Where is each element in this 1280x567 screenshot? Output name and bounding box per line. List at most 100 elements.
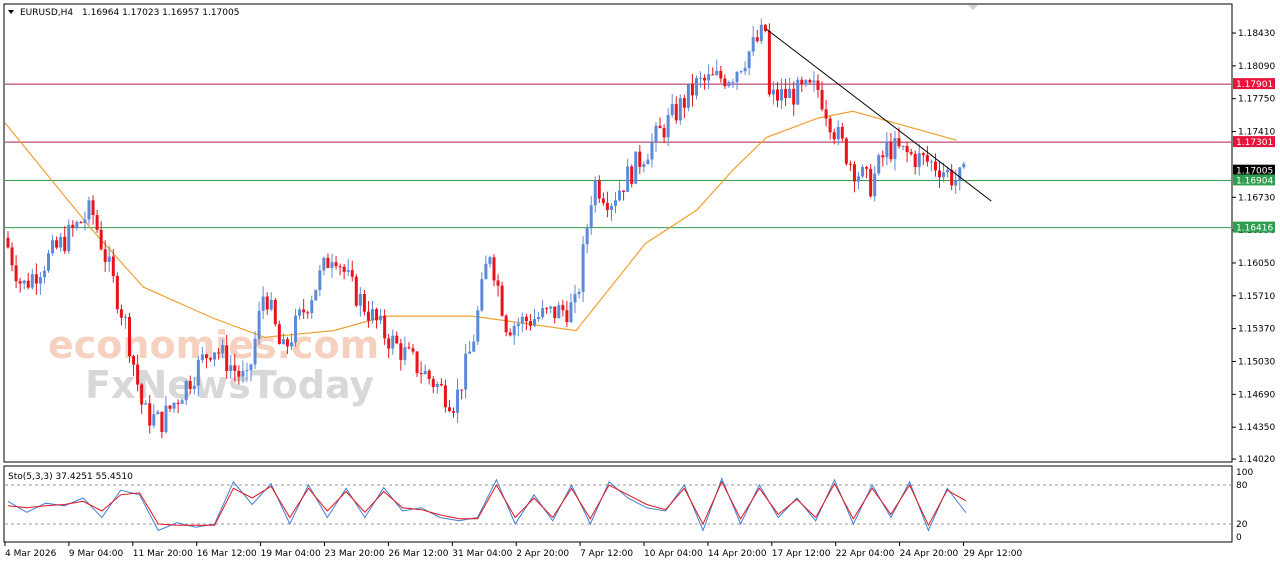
candle-body [921, 153, 925, 156]
candle-body [91, 200, 95, 216]
candle-body [618, 190, 622, 201]
candle-body [184, 381, 188, 401]
level-label: 1.16416 [1236, 224, 1273, 234]
candle-body [375, 309, 379, 321]
candle-body [253, 338, 257, 365]
candle-body [731, 82, 735, 84]
level-label-box [1233, 136, 1275, 148]
candle-body [443, 385, 447, 408]
candle-body [735, 72, 739, 83]
stoch-series-main [7, 477, 967, 532]
trendline[interactable] [766, 28, 992, 202]
candle-body [873, 173, 877, 197]
candle-body [423, 370, 427, 375]
candle-body [865, 166, 869, 169]
candle-body [30, 274, 34, 288]
candle-body [387, 338, 391, 349]
candle-body [38, 277, 42, 284]
candle-body [917, 153, 921, 168]
x-tick-label: 11 Mar 20:00 [133, 549, 193, 559]
candle-body [763, 24, 767, 31]
candle-body [407, 347, 411, 349]
candle-body [334, 262, 338, 267]
candle-body [366, 311, 370, 321]
candle-body [79, 222, 83, 224]
candle-body [285, 339, 289, 347]
candle-body [362, 293, 366, 312]
stoch-tick-label: 100 [1236, 468, 1253, 478]
candle-body [188, 381, 192, 389]
scroll-marker-icon [968, 5, 978, 10]
stochastic: 100 80 20 0 [5, 468, 1253, 543]
level-label-box [1233, 174, 1275, 186]
price-pane-frame [3, 3, 1233, 463]
candle-body [488, 257, 492, 264]
candle-body [905, 145, 909, 153]
candle-body [950, 169, 954, 186]
candle-body [516, 323, 520, 327]
candle-body [913, 153, 917, 168]
candle-body [666, 115, 670, 138]
candle-body [727, 82, 731, 86]
y-tick-label: 1.18090 [1238, 62, 1275, 72]
candle-body [942, 172, 946, 178]
candle-body [383, 315, 387, 339]
candle-body [958, 167, 962, 181]
x-tick-label: 26 Mar 12:00 [388, 549, 448, 559]
chevron-down-icon[interactable] [8, 10, 14, 14]
x-tick-label: 17 Apr 12:00 [772, 549, 831, 559]
candle-body [755, 37, 759, 42]
y-tick-label: 1.17410 [1238, 128, 1275, 138]
candle-body [674, 104, 678, 121]
candle-body [480, 279, 484, 311]
candle-body [103, 249, 107, 262]
candle-body [861, 166, 865, 177]
stoch-tick-label: 80 [1236, 481, 1248, 491]
candle-body [609, 205, 613, 210]
candle-body [75, 222, 79, 228]
candle-body [820, 89, 824, 110]
candle-body [302, 309, 306, 313]
candle-body [630, 166, 634, 184]
y-tick-label: 1.15030 [1238, 357, 1275, 367]
candle-body [152, 414, 156, 426]
price-axis: 1.184301.180901.177501.174101.167301.163… [1232, 29, 1275, 465]
candle-body [670, 104, 674, 116]
y-tick-label: 1.15710 [1238, 292, 1275, 302]
candle-body [435, 383, 439, 388]
y-tick-label: 1.18430 [1238, 29, 1275, 39]
level-label-box [1233, 78, 1275, 90]
candle-body [954, 180, 958, 186]
candle-body [784, 89, 788, 98]
y-tick-label: 1.15370 [1238, 325, 1275, 335]
ma-line [4, 110, 957, 338]
candle-body [34, 274, 38, 284]
y-tick-label: 1.14020 [1238, 455, 1275, 465]
candle-body [107, 256, 111, 262]
x-tick-label: 16 Mar 12:00 [197, 549, 257, 559]
candle-body [42, 270, 46, 278]
candle-body [504, 315, 508, 333]
candle-body [654, 125, 658, 142]
candle-body [528, 321, 532, 326]
x-tick-label: 31 Mar 04:00 [452, 549, 512, 559]
candle-body [869, 168, 873, 197]
candle-body [723, 78, 727, 86]
candle-body [812, 80, 816, 83]
candle-body [541, 308, 545, 317]
candle-body [759, 24, 763, 42]
candle-body [326, 257, 330, 268]
candle-body [690, 83, 694, 96]
candle-body [160, 411, 164, 432]
candle-body [751, 37, 755, 52]
candle-body [719, 70, 723, 79]
current-price-box [1233, 164, 1275, 176]
candle-body [63, 236, 67, 252]
candle-body [925, 155, 929, 162]
candle-body [71, 224, 75, 228]
candles [6, 18, 966, 439]
candle-body [711, 74, 715, 76]
candle-body [658, 125, 662, 129]
candle-body [901, 145, 905, 147]
